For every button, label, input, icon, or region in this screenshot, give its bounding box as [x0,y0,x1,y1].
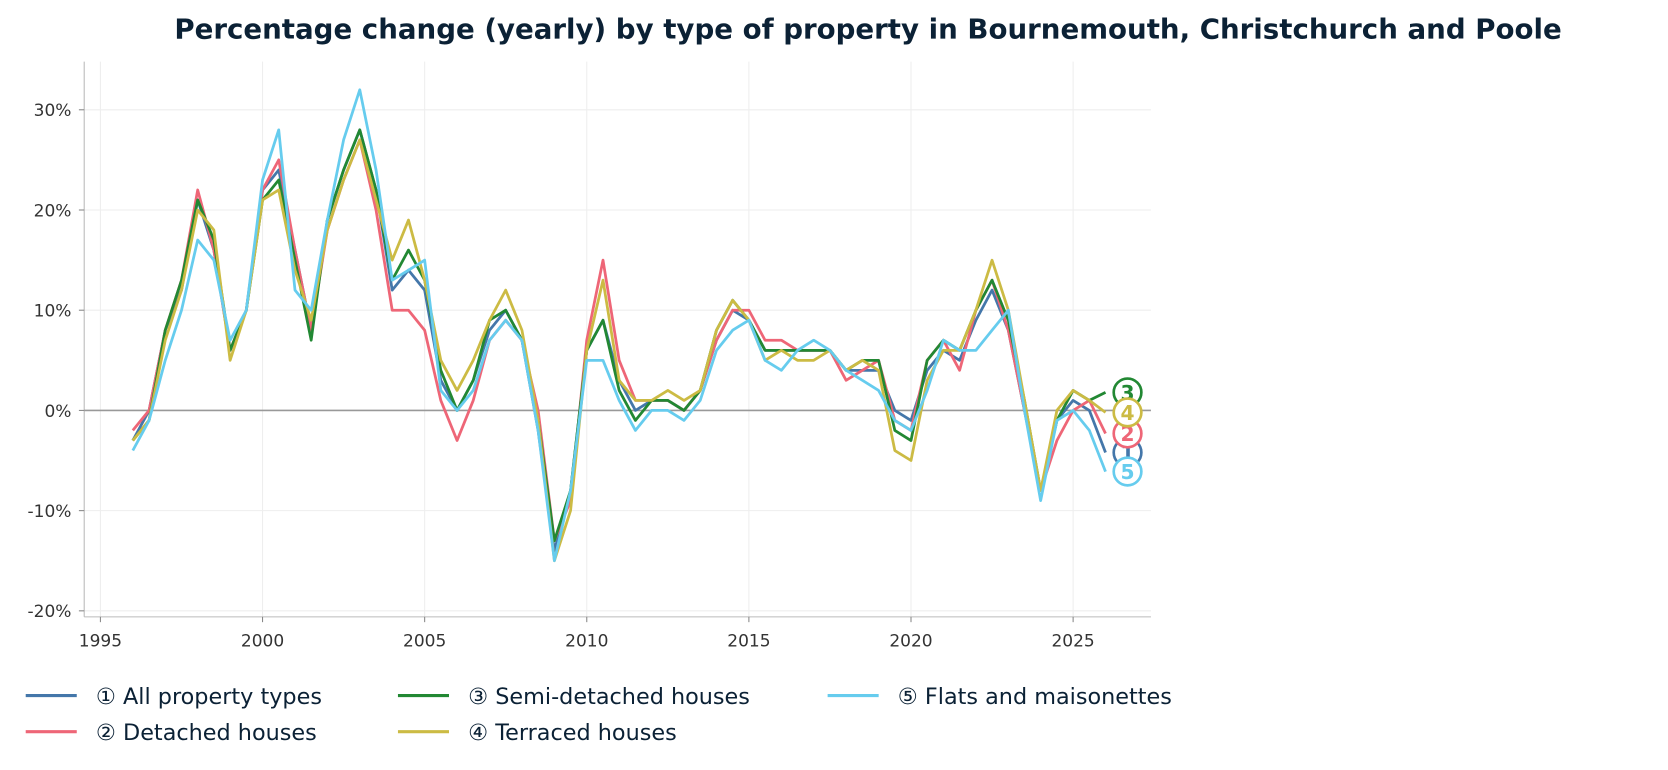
x-tick-label: 1995 [79,632,122,652]
end-label-5: 5 [1121,460,1135,484]
chart-title: Percentage change (yearly) by type of pr… [174,12,1561,45]
y-tick-label: 10% [34,302,72,322]
legend-label-3: ③ Semi-detached houses [468,684,750,710]
legend-label-2: ② Detached houses [96,720,317,746]
series-line-5 [131,88,1107,563]
y-tick-label: 30% [34,101,72,121]
y-tick-label: -20% [28,602,72,622]
y-tick-label: -10% [28,502,72,522]
x-tick-label: 2010 [565,632,608,652]
end-label-circle-4 [1112,397,1143,428]
y-tick-label: 0% [44,402,71,422]
x-tick-label: 2000 [241,632,284,652]
series-lines [131,88,1107,563]
y-tick-label: 20% [34,201,72,221]
tick-labels: 1995 2000 2005 2010 2015 2020 2025 30% 20% 10% 0% -… [28,101,1095,651]
end-label-circle-5 [1112,456,1143,487]
x-tick-label: 2020 [889,632,932,652]
x-tick-label: 2005 [403,632,446,652]
series-line-2 [131,138,1107,543]
gridlines [84,61,1151,617]
x-tick-label: 2025 [1051,632,1094,652]
legend: ① All property types ② Detached houses ③ S… [25,684,1172,746]
legend-label-4: ④ Terraced houses [468,720,677,746]
end-label-2: 2 [1121,422,1135,446]
series-line-4 [131,138,1107,563]
x-tick-label: 2015 [727,632,770,652]
legend-label-1: ① All property types [96,684,322,710]
legend-label-5: ⑤ Flats and maisonettes [898,684,1172,710]
end-label-4: 4 [1121,401,1135,425]
